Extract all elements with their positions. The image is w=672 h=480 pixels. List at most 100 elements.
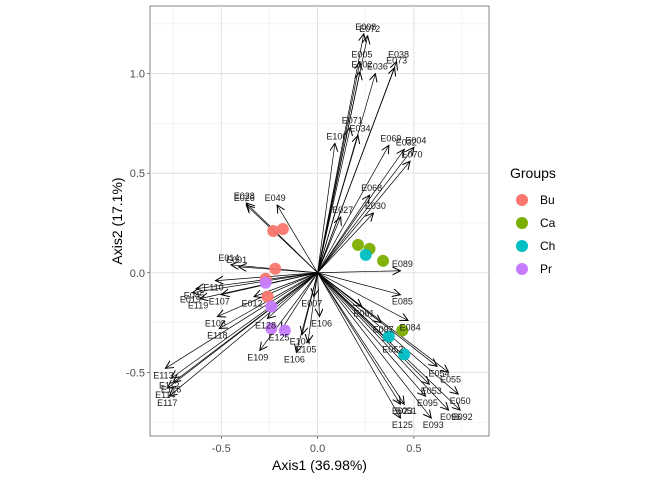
loading-label: E014 [218, 253, 239, 263]
sample-point [382, 330, 395, 343]
loading-label: E026 [234, 193, 255, 203]
loading-arrow [317, 195, 370, 273]
x-tick-label: 0.0 [310, 443, 325, 455]
loading-arrow [317, 272, 401, 404]
loading-label: E019 [180, 295, 201, 305]
legend-key [516, 240, 528, 252]
loading-arrow [317, 272, 432, 418]
loading-label: E125 [268, 332, 289, 342]
sample-point [265, 322, 278, 335]
loading-label: E109 [247, 352, 268, 362]
loading-label: E052 [382, 344, 403, 354]
legend-title: Groups [510, 165, 556, 181]
loading-arrow [317, 213, 374, 273]
loading-label: E073 [386, 56, 407, 66]
sample-point [267, 224, 280, 237]
loading-label: E068 [361, 183, 382, 193]
loading-arrow [317, 143, 335, 273]
loading-arrow [317, 145, 389, 273]
loading-label: E100 [326, 131, 347, 141]
legend-label: Bu [540, 193, 555, 207]
loading-label: E069 [380, 133, 401, 143]
loading-label: E128 [255, 321, 276, 331]
loading-label: E113 [153, 370, 173, 380]
loading-label: E114 [155, 390, 175, 400]
sample-point [259, 276, 272, 289]
loading-label: E012 [241, 299, 262, 309]
loading-label: E095 [417, 398, 438, 408]
legend-label: Pr [540, 262, 552, 276]
loading-label: E084 [400, 323, 421, 333]
loading-label: E036 [367, 62, 388, 72]
loading-label: E061 [353, 309, 374, 319]
loading-arrow [171, 272, 318, 379]
loading-arrow [317, 272, 449, 373]
loading-arrow [317, 135, 358, 273]
y-tick-label: 1.0 [130, 69, 145, 81]
loading-label: E045 [184, 291, 205, 301]
loading-arrow [167, 272, 318, 388]
grid-major [150, 6, 489, 436]
sample-point [359, 248, 372, 261]
loading-arrow [165, 272, 318, 369]
loading-arrow [169, 272, 318, 396]
loading-label: E051 [396, 406, 417, 416]
loading-label: E105 [295, 344, 316, 354]
sample-point [269, 262, 282, 275]
loading-arrow [317, 68, 395, 273]
loading-label: E055 [440, 374, 461, 384]
loading-arrow [317, 272, 405, 404]
legend-key [516, 263, 528, 275]
loading-label: E027 [332, 205, 353, 215]
loading-label: E071 [342, 115, 363, 125]
legend-key [516, 194, 528, 206]
loading-label: E053 [421, 386, 442, 396]
loading-label: E108 [205, 319, 226, 329]
loading-label: E007 [301, 299, 322, 309]
loading-label: E092 [452, 412, 473, 422]
y-axis-ticks: -0.5 0.0 0.5 1.0 [126, 69, 150, 379]
x-axis-title: Axis1 (36.98%) [272, 457, 367, 473]
loading-arrow [317, 272, 426, 396]
loading-arrow [196, 272, 318, 289]
sample-point [377, 254, 390, 267]
sample-point [396, 324, 409, 337]
loading-label: E125 [392, 420, 413, 430]
legend-key [516, 217, 528, 229]
loading-label: E119 [188, 301, 208, 311]
loading-label: E118 [207, 331, 227, 341]
loading-label: E049 [265, 193, 286, 203]
loading-label: E091 [226, 255, 247, 265]
y-tick-label: 0.5 [130, 168, 145, 180]
x-axis-ticks: -0.5 0.0 0.5 [212, 436, 422, 455]
loading-label: E116 [161, 384, 181, 394]
loading-label: E050 [450, 396, 471, 406]
loading-label: E112 [159, 380, 179, 390]
loading-label: E032 [396, 137, 417, 147]
loading-arrow [317, 272, 409, 321]
sample-point [352, 238, 365, 251]
loading-label: E085 [392, 297, 413, 307]
loading-label: E023 [392, 406, 413, 416]
loading-label: E097 [373, 325, 394, 335]
loading-arrow [267, 272, 318, 319]
y-tick-label: 0.0 [130, 268, 145, 280]
sample-point [398, 348, 411, 361]
loading-label: E107 [209, 297, 230, 307]
loading-label: E038 [388, 50, 409, 60]
y-axis-title: Axis2 (17.1%) [109, 177, 125, 264]
loading-label: E106 [311, 319, 332, 329]
loading-arrow [317, 272, 401, 418]
loading-label: E005 [351, 50, 372, 60]
loading-arrow [317, 147, 414, 273]
loading-arrow [317, 217, 341, 273]
loading-arrow [317, 149, 405, 273]
sample-points [259, 222, 411, 361]
loading-arrow [296, 272, 318, 353]
loading-label: E034 [350, 123, 371, 133]
loading-arrow [317, 271, 401, 273]
loading-arrow [318, 272, 320, 317]
loading-label: E106 [284, 354, 305, 364]
